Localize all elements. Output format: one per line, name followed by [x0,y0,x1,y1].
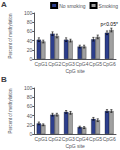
svg-text:CpG3: CpG3 [62,61,75,67]
svg-text:Percent of methylation: Percent of methylation [8,88,13,133]
svg-text:CpG3: CpG3 [62,136,75,142]
svg-text:40: 40 [27,113,33,119]
svg-text:20: 20 [27,47,33,53]
svg-text:CpG6: CpG6 [103,136,116,142]
svg-text:0: 0 [29,56,32,62]
svg-text:CpG5: CpG5 [89,136,102,142]
svg-text:A: A [1,0,7,9]
svg-text:CpG4: CpG4 [75,61,88,67]
svg-text:20: 20 [27,122,33,128]
svg-text:40: 40 [27,38,33,44]
svg-text:No smoking: No smoking [59,3,86,9]
svg-text:B: B [1,75,7,84]
svg-text:100: 100 [24,10,33,16]
svg-text:CpG1: CpG1 [35,61,48,67]
svg-text:CpG2: CpG2 [48,136,61,142]
svg-text:Smoking: Smoking [99,3,119,9]
svg-text:CpG2: CpG2 [48,61,61,67]
svg-text:80: 80 [27,94,33,100]
svg-text:60: 60 [27,28,33,34]
svg-text:CpG site: CpG site [65,143,85,149]
svg-text:0: 0 [29,131,32,137]
svg-text:80: 80 [27,19,33,25]
svg-text:CpG6: CpG6 [103,61,116,67]
svg-text:CpG5: CpG5 [89,61,102,67]
svg-text:CpG site: CpG site [65,68,85,74]
svg-text:Percent of methylation: Percent of methylation [8,13,13,58]
svg-text:CpG4: CpG4 [75,136,88,142]
svg-text:60: 60 [27,103,33,109]
svg-text:p<0.05*: p<0.05* [100,21,117,27]
svg-text:CpG1: CpG1 [35,136,48,142]
svg-text:100: 100 [24,85,33,91]
